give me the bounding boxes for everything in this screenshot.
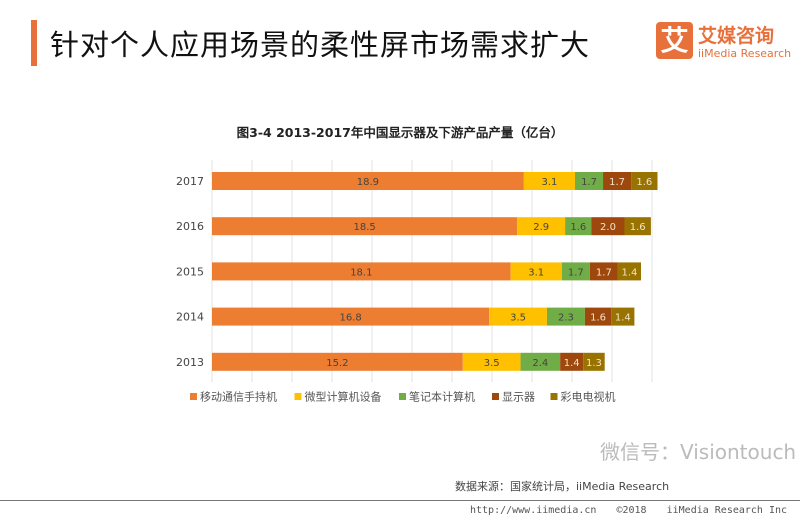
legend-label: 移动通信手持机 [200, 390, 277, 404]
bar-segment [565, 217, 592, 236]
bar-segment [603, 172, 632, 190]
footer-copyright: ©2018 [616, 505, 647, 516]
data-label: 3.1 [541, 177, 557, 188]
data-label: 2.4 [532, 358, 548, 369]
logo-cn: 艾媒咨询 [698, 25, 775, 47]
footer-company: iiMedia Research Inc [666, 505, 788, 516]
data-label: 1.7 [581, 177, 597, 188]
page-title: 针对个人应用场景的柔性屏市场需求扩大 [50, 28, 591, 62]
bar-segment [591, 217, 625, 236]
legend-swatch [399, 393, 406, 400]
bar-segment [583, 352, 605, 371]
legend-swatch [550, 393, 558, 400]
data-label: 3.5 [484, 358, 500, 369]
bar-segment [631, 172, 658, 190]
legend-swatch [294, 393, 302, 400]
data-label: 2.3 [558, 313, 574, 324]
bar-segment [575, 172, 604, 190]
data-label: 1.7 [596, 267, 612, 278]
legend-label: 微型计算机设备 [305, 390, 382, 404]
data-source: 数据来源：国家统计局，iiMedia Research [455, 480, 670, 493]
data-label: 18.9 [357, 177, 379, 188]
bar-segment [212, 307, 490, 326]
bar-segment [561, 262, 590, 281]
bar-segment [589, 262, 618, 281]
category-label: 2014 [176, 311, 204, 324]
footer: http://www.iimedia.cn ©2018 iiMedia Rese… [470, 505, 800, 516]
data-label: 1.7 [609, 177, 625, 188]
bar-segment [510, 262, 562, 281]
bar-segment [489, 307, 547, 326]
bar-segment [523, 172, 575, 190]
data-label: 1.7 [568, 267, 584, 278]
category-label: 2015 [176, 265, 204, 278]
data-label: 2.0 [600, 222, 616, 233]
chart-title: 图3-4 2013-2017年中国显示器及下游产品产量（亿台） [236, 125, 564, 140]
category-label: 2013 [176, 356, 204, 369]
legend-swatch [492, 393, 499, 400]
data-label: 18.5 [353, 222, 375, 233]
logo-mark: 艾 [656, 22, 693, 59]
data-label: 1.6 [590, 313, 606, 324]
legend-label: 笔记本计算机 [409, 390, 475, 404]
legend-label: 彩电电视机 [561, 390, 616, 404]
data-label: 1.4 [615, 313, 631, 324]
bar-segment [520, 352, 561, 371]
data-label: 1.6 [636, 177, 652, 188]
bar-segment [212, 217, 518, 236]
data-label: 2.9 [533, 222, 549, 233]
bar-segment [212, 172, 524, 190]
bar-segment [624, 217, 651, 236]
data-label: 1.4 [564, 358, 580, 369]
category-label: 2017 [176, 175, 204, 188]
footer-url[interactable]: http://www.iimedia.cn [470, 505, 597, 516]
legend-label: 显示器 [502, 391, 535, 404]
bar-segment [546, 307, 585, 326]
data-label: 3.1 [528, 267, 544, 278]
data-label: 16.8 [339, 313, 361, 324]
bar-segment [517, 217, 566, 236]
legend-swatch [190, 393, 197, 400]
bar-segment [212, 262, 511, 281]
data-label: 1.3 [586, 358, 602, 369]
bar-segment [560, 352, 584, 371]
data-label: 18.1 [350, 267, 372, 278]
watermark: 微信号：Visiontouch [600, 440, 797, 464]
footer-divider [0, 500, 800, 501]
logo-en: iiMedia Research [698, 47, 792, 60]
iimedia-logo: 艾 艾媒咨询 iiMedia Research [656, 22, 796, 62]
bar-segment [611, 307, 635, 326]
data-label: 15.2 [326, 358, 348, 369]
title-accent-bar [31, 20, 37, 66]
data-label: 1.4 [621, 267, 637, 278]
bar-segment [212, 352, 463, 371]
category-label: 2016 [176, 220, 204, 233]
data-label: 1.6 [630, 222, 646, 233]
bar-segment [462, 352, 521, 371]
bar-segment [584, 307, 612, 326]
bar-segment [617, 262, 641, 281]
data-label: 1.6 [570, 222, 586, 233]
data-label: 3.5 [510, 313, 526, 324]
